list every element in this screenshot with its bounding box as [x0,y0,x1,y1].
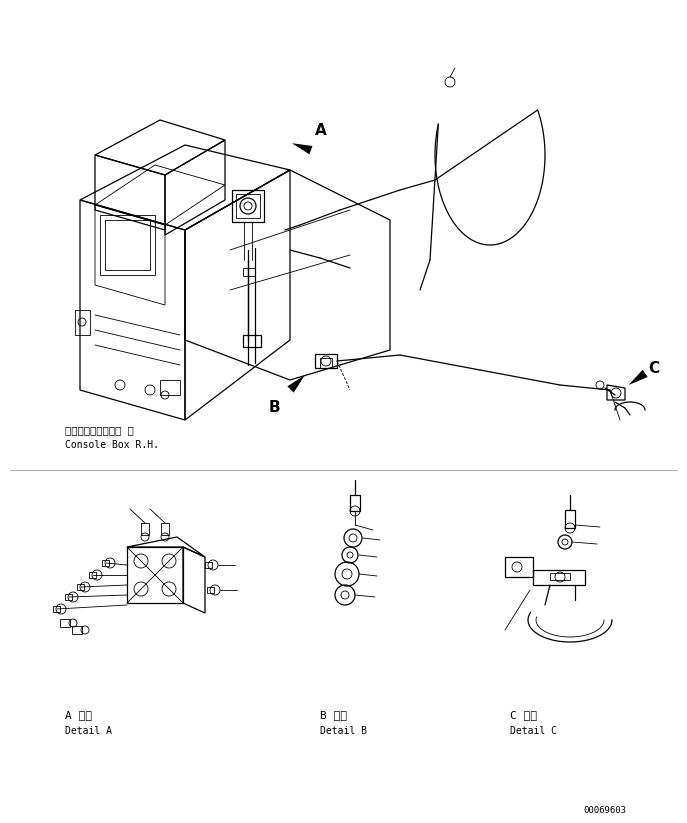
Bar [60,619,70,627]
Bar [160,380,180,395]
Bar [236,194,260,218]
Bar [205,562,212,568]
Text: C: C [648,360,659,375]
Polygon shape [287,375,305,393]
Bar [565,510,575,528]
Bar [89,572,96,578]
Text: A: A [315,123,327,138]
Text: Detail C: Detail C [510,726,557,736]
Bar [505,557,533,577]
Bar [350,495,360,511]
Text: 00069603: 00069603 [583,806,626,815]
Bar [315,354,337,368]
Text: Detail A: Detail A [65,726,112,736]
Text: B 詳細: B 詳細 [320,710,347,720]
Bar [77,584,84,590]
Text: B: B [269,400,280,415]
Polygon shape [629,370,648,385]
Bar [72,626,82,634]
Text: C 詳細: C 詳細 [510,710,537,720]
Bar [141,523,149,535]
Bar [232,190,264,222]
Bar [65,594,72,600]
Bar [243,268,255,276]
Bar [100,215,155,275]
Bar [550,573,570,580]
Bar [161,523,169,535]
Text: Detail B: Detail B [320,726,367,736]
Polygon shape [292,143,313,154]
Text: コンソールボックス 右: コンソールボックス 右 [65,425,134,435]
Bar [320,358,332,368]
Text: A 詳細: A 詳細 [65,710,92,720]
Bar [102,560,109,566]
Bar [207,587,214,593]
Bar [75,310,90,335]
Bar [105,220,150,270]
Bar [53,606,60,612]
Bar [243,335,261,347]
Text: Console Box R.H.: Console Box R.H. [65,440,159,450]
